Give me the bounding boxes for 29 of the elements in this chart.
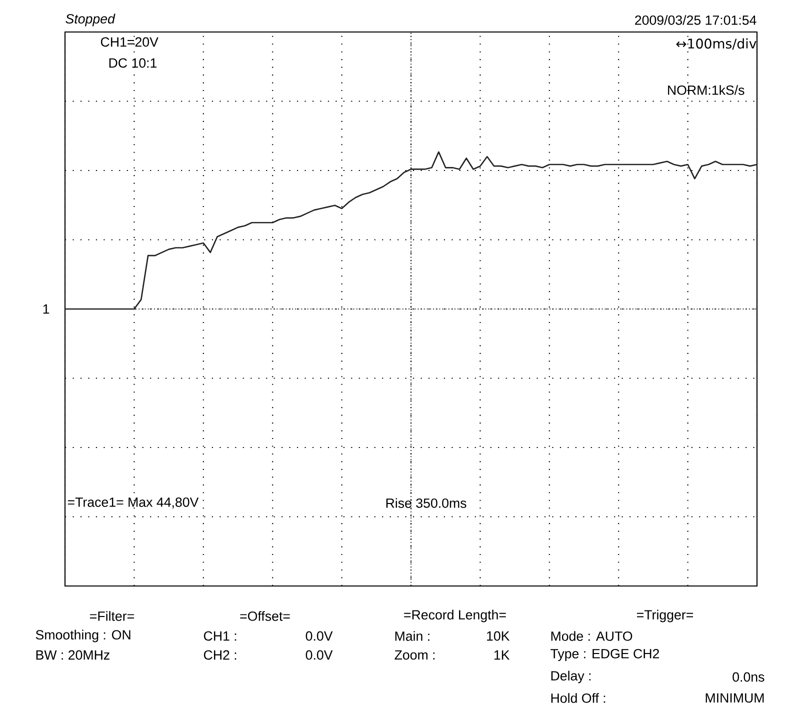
text: Delay : [551, 670, 591, 684]
text: Rise 350.0ms [386, 498, 466, 508]
text: 0.0ns [732, 672, 764, 682]
text: 10K [487, 631, 510, 641]
text: CH2 : [204, 650, 236, 660]
text: MINIMUM [706, 693, 764, 703]
text: 2009/03/25 17:01:54 [635, 15, 756, 25]
text: NORM:1kS/s [668, 85, 744, 95]
text: DC 10:1 [109, 58, 157, 68]
text: =Offset= [240, 611, 290, 621]
text: Type : EDGE CH2 [550, 648, 660, 662]
text: Stopped [66, 14, 116, 26]
text: =Filter= [90, 611, 134, 621]
text: ↔100ms/div [676, 38, 756, 50]
text: =Record Length= [404, 610, 506, 622]
text: CH1=20V [100, 37, 158, 47]
text: 1K [494, 650, 510, 660]
text: 0.0V [306, 631, 333, 641]
text: 1 [43, 304, 50, 314]
text: =Trace1= Max 44,80V [68, 497, 199, 508]
text: Smoothing : ON [36, 630, 130, 642]
text: Zoom : [394, 650, 435, 660]
text: BW : 20MHz [36, 650, 110, 660]
text: CH1 : [204, 631, 236, 641]
text: 0.0V [306, 650, 333, 660]
text: Main : [395, 631, 430, 641]
text: Mode : AUTO [551, 631, 632, 641]
text: =Trigger= [636, 610, 693, 622]
text: Hold Off : [551, 693, 606, 703]
